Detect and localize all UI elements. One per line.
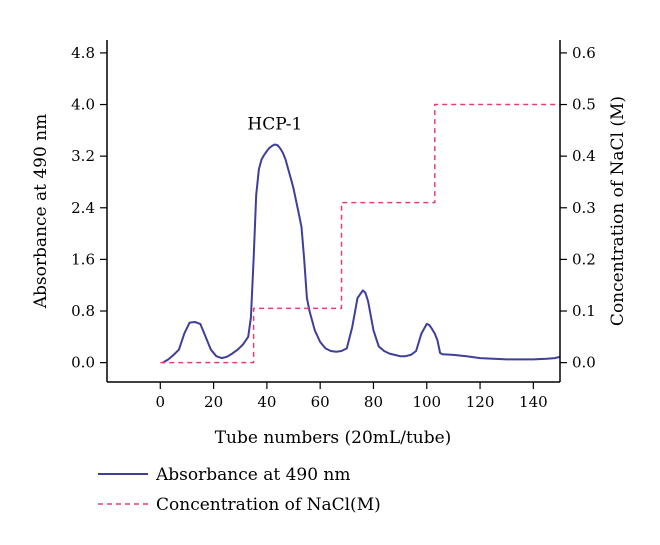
y2-tick-label: 0.3 <box>572 199 596 217</box>
y2-tick-label: 0.5 <box>572 96 596 114</box>
x-tick-label: 40 <box>257 393 276 411</box>
nacl-concentration-line <box>160 103 560 364</box>
x-tick-label: 60 <box>311 393 330 411</box>
y2-axis-title: Concentration of NaCl (M) <box>608 96 628 326</box>
y2-tick-label: 0.1 <box>572 302 596 320</box>
y-tick-label: 2.4 <box>71 199 95 217</box>
axes-layer <box>106 40 561 383</box>
x-tick-label: 100 <box>412 393 441 411</box>
y-axis-title: Absorbance at 490 nm <box>31 114 51 310</box>
x-tick-label: 80 <box>364 393 383 411</box>
legend-label-absorbance: Absorbance at 490 nm <box>155 465 351 485</box>
series-layer <box>160 103 561 364</box>
y2-tick-label: 0.2 <box>572 250 596 268</box>
x-tick-label: 120 <box>466 393 495 411</box>
y-tick-label: 4.0 <box>71 96 95 114</box>
absorbance-line <box>162 143 561 364</box>
y-tick-label: 3.2 <box>71 147 95 165</box>
x-axis-title: Tube numbers (20mL/tube) <box>215 428 452 448</box>
y2-tick-label: 0.4 <box>572 147 596 165</box>
peak-annotation: HCP-1 <box>247 115 302 135</box>
y-tick-label: 0.0 <box>71 354 95 372</box>
x-tick-label: 140 <box>519 393 548 411</box>
ticks-layer: 0 20 40 60 80 100 120 140 0.0 0.8 1.6 2.4 3.2 4.0 4.8 0… <box>71 44 596 411</box>
y2-tick-label: 0.0 <box>572 354 596 372</box>
legend-label-nacl: Concentration of NaCl(M) <box>156 495 381 515</box>
y-tick-label: 4.8 <box>71 44 95 62</box>
y2-tick-label: 0.6 <box>572 44 596 62</box>
x-tick-label: 20 <box>204 393 223 411</box>
y-tick-label: 1.6 <box>71 250 95 268</box>
legend: Absorbance at 490 nm Concentration of Na… <box>98 465 381 515</box>
x-tick-label: 0 <box>156 393 166 411</box>
y-tick-label: 0.8 <box>71 302 95 320</box>
